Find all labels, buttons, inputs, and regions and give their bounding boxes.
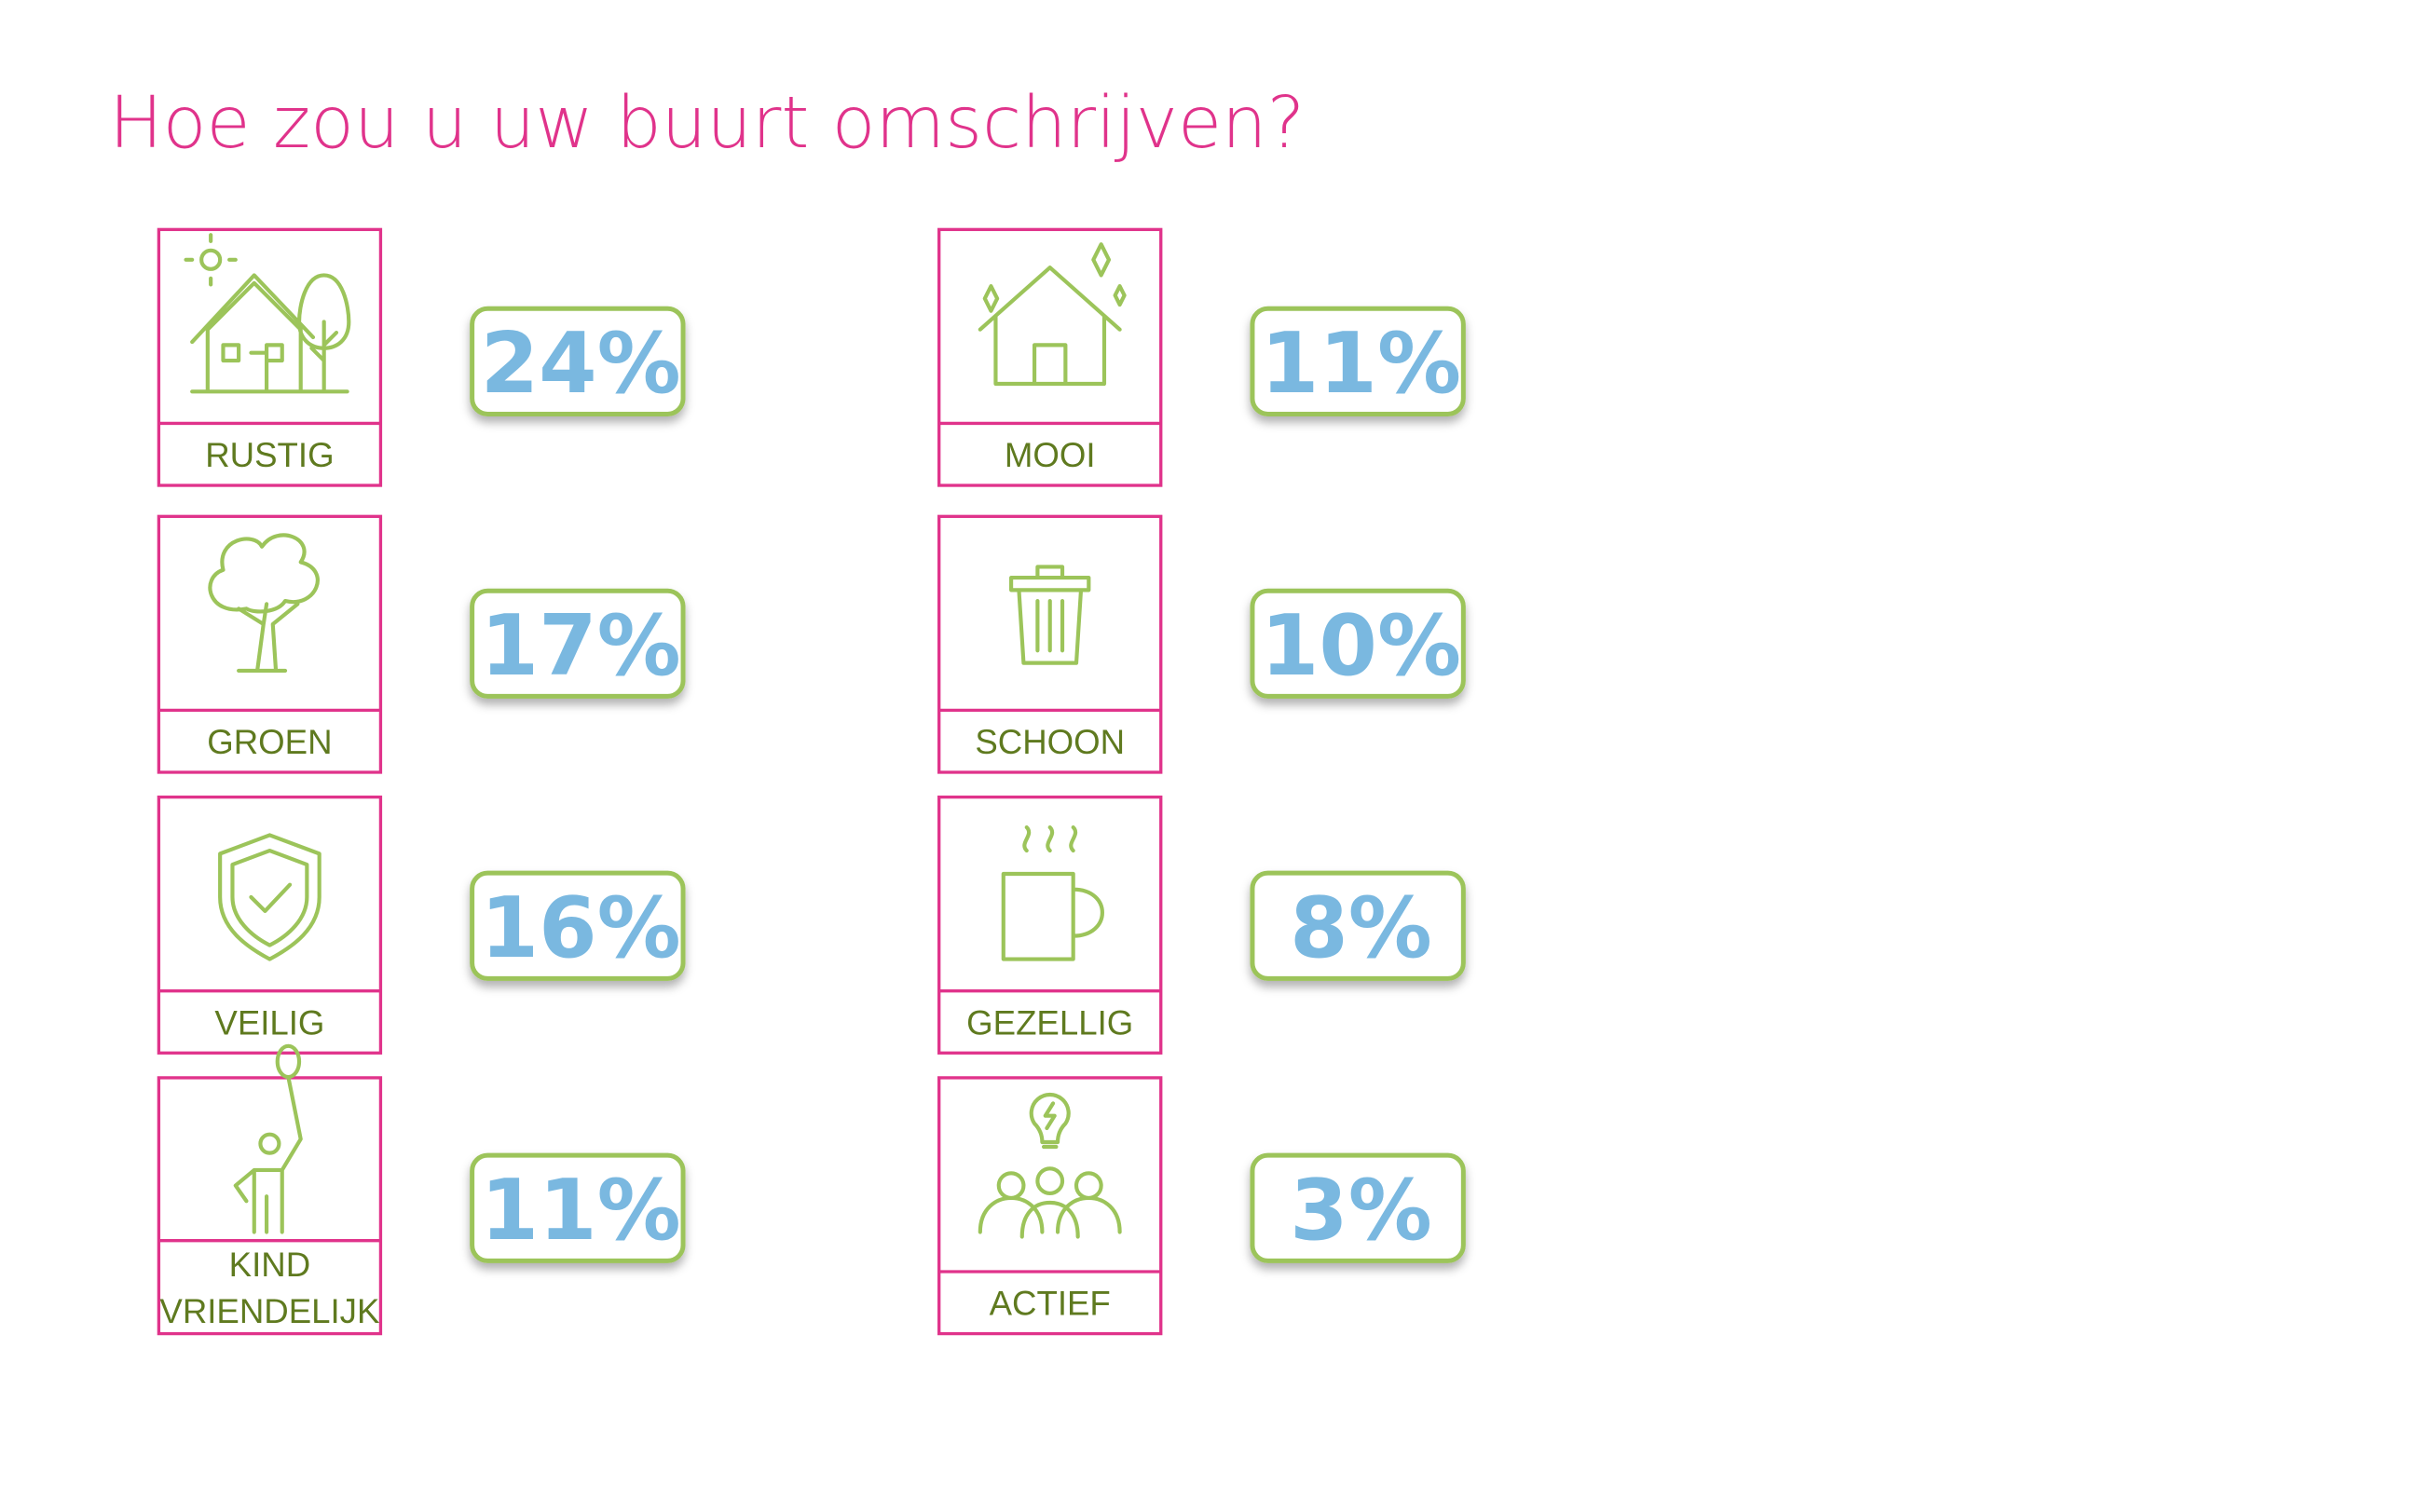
item-label: SCHOON [975, 723, 1125, 761]
item-box [157, 227, 383, 487]
item-box [157, 514, 383, 774]
item-icon [233, 1043, 303, 1234]
value: 3% [1290, 1163, 1432, 1260]
item-icon [208, 533, 320, 674]
value: 8% [1290, 880, 1432, 977]
item: ACTIEF 3% [937, 1076, 1466, 1336]
value: 10% [1261, 598, 1461, 695]
value: 17% [481, 598, 681, 695]
label-line: RUSTIG [205, 436, 334, 474]
value: 11% [1261, 316, 1461, 413]
item-icon [218, 833, 321, 961]
item: KIND VRIENDELIJK 11% [157, 1043, 686, 1336]
value-box [1250, 588, 1466, 699]
item: RUSTIG 24% [157, 227, 686, 487]
value-box [470, 870, 686, 981]
item-label: VEILIG [214, 1003, 324, 1042]
item-icon [1001, 824, 1104, 961]
item-label: GROEN [207, 723, 332, 761]
item-box [157, 1076, 383, 1336]
item-box [157, 795, 383, 1055]
value: 24% [481, 316, 681, 413]
label-line: KIND [229, 1246, 310, 1284]
label-line: VRIENDELIJK [159, 1292, 379, 1330]
item-label: RUSTIG [205, 436, 334, 474]
item-box [937, 227, 1163, 487]
label-line: SCHOON [975, 723, 1125, 761]
value: 11% [481, 1163, 681, 1260]
value-box [470, 306, 686, 416]
item-icon [184, 233, 351, 394]
item-icon [978, 242, 1127, 387]
label-line: GROEN [207, 723, 332, 761]
label-line: GEZELLIG [966, 1003, 1133, 1042]
item-label: ACTIEF [990, 1285, 1111, 1323]
value-box [1250, 870, 1466, 981]
label-line: MOOI [1005, 436, 1096, 474]
title: Hoe zou u uw buurt omschrijven? [109, 82, 1305, 165]
label-line: VEILIG [214, 1003, 324, 1042]
item-icon [1009, 565, 1091, 665]
item: SCHOON 10% [937, 514, 1466, 774]
value-box [470, 1152, 686, 1263]
item: GEZELLIG 8% [937, 795, 1466, 1055]
item: GROEN 17% [157, 514, 686, 774]
value: 16% [481, 880, 681, 977]
item: VEILIG 16% [157, 795, 686, 1055]
value-box [470, 588, 686, 699]
item: MOOI 11% [937, 227, 1466, 487]
label-line: ACTIEF [990, 1285, 1111, 1323]
value-box [1250, 306, 1466, 416]
value-box [1250, 1152, 1466, 1263]
item-icon [978, 1092, 1122, 1239]
item-label: GEZELLIG [966, 1003, 1133, 1042]
item-label: KIND VRIENDELIJK [159, 1246, 379, 1330]
item-label: MOOI [1005, 436, 1096, 474]
